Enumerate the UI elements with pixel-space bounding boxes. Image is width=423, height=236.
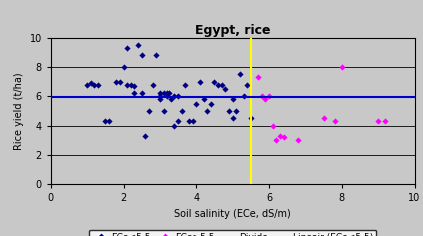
Point — [138, 92, 145, 95]
Point — [269, 124, 276, 127]
Point — [244, 83, 250, 86]
Point — [236, 72, 243, 76]
Point — [168, 97, 174, 101]
Point — [277, 134, 283, 138]
Point — [157, 94, 163, 98]
Point — [116, 80, 123, 84]
Point — [102, 119, 109, 123]
Point — [204, 109, 211, 113]
Point — [280, 135, 287, 139]
Point — [160, 92, 167, 95]
Point — [106, 119, 113, 123]
Point — [247, 116, 254, 120]
Point — [146, 109, 152, 113]
Point — [186, 119, 192, 123]
Point — [84, 83, 91, 86]
Point — [135, 43, 141, 47]
Title: Egypt, rice: Egypt, rice — [195, 24, 270, 37]
Point — [127, 83, 134, 86]
Point — [91, 83, 98, 86]
Point — [131, 92, 138, 95]
Point — [225, 109, 232, 113]
Point — [331, 119, 338, 123]
Point — [262, 97, 269, 101]
Point — [157, 92, 163, 95]
Point — [175, 119, 181, 123]
Point — [175, 94, 181, 98]
Point — [193, 102, 200, 105]
Point — [157, 97, 163, 101]
Legend: ECe<5.5, ECe>5.5, Divide, Lineair (ECe<5.5): ECe<5.5, ECe>5.5, Divide, Lineair (ECe<5… — [89, 230, 376, 236]
Point — [113, 80, 120, 84]
Point — [171, 94, 178, 98]
Point — [200, 97, 207, 101]
Point — [149, 83, 156, 86]
Point — [160, 109, 167, 113]
Point — [124, 83, 131, 86]
Point — [120, 65, 127, 69]
Point — [182, 83, 189, 86]
Point — [124, 46, 131, 50]
Point — [222, 87, 229, 91]
Point — [142, 134, 149, 138]
Point — [171, 124, 178, 127]
Y-axis label: Rice yield (t/ha): Rice yield (t/ha) — [14, 72, 24, 150]
Point — [240, 94, 247, 98]
Point — [207, 102, 214, 105]
Point — [255, 75, 261, 79]
Point — [320, 116, 327, 120]
Point — [229, 97, 236, 101]
Point — [95, 83, 102, 86]
Point — [189, 119, 196, 123]
Point — [229, 116, 236, 120]
Point — [273, 138, 280, 142]
Point — [153, 53, 159, 57]
Point — [166, 92, 173, 95]
Point — [131, 84, 138, 88]
Point — [233, 109, 240, 113]
Point — [382, 119, 389, 123]
Point — [197, 80, 203, 84]
Point — [88, 81, 94, 85]
Point — [164, 92, 170, 95]
Point — [375, 119, 382, 123]
Point — [338, 65, 345, 69]
Point — [164, 94, 170, 98]
Point — [218, 83, 225, 86]
Point — [215, 83, 222, 86]
Point — [211, 80, 218, 84]
Point — [138, 53, 145, 57]
Point — [266, 94, 272, 98]
Point — [179, 109, 185, 113]
X-axis label: Soil salinity (ECe, dS/m): Soil salinity (ECe, dS/m) — [174, 209, 291, 219]
Point — [295, 138, 302, 142]
Point — [258, 94, 265, 98]
